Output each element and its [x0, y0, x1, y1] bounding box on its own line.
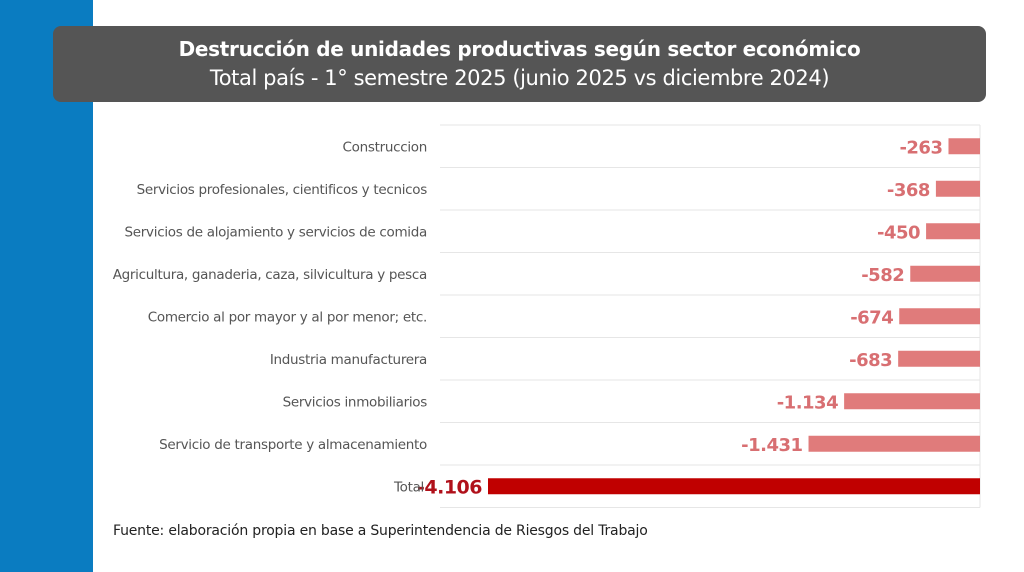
- category-label: Servicios profesionales, cientificos y t…: [137, 182, 428, 198]
- source-note: Fuente: elaboración propia en base a Sup…: [113, 523, 648, 539]
- chart-title: Destrucción de unidades productivas segú…: [178, 37, 861, 61]
- category-label: Industria manufacturera: [270, 352, 427, 368]
- bar: [844, 393, 980, 410]
- bar-total: [488, 478, 980, 495]
- data-label: -450: [877, 222, 920, 243]
- bar: [948, 138, 980, 155]
- labels: -263 Construccion -368 Servicios profesiona…: [113, 137, 943, 498]
- data-label: -582: [861, 265, 904, 286]
- data-label: -1.431: [741, 435, 802, 456]
- data-label: -1.134: [777, 392, 838, 413]
- chart-header: Destrucción de unidades productivas segú…: [53, 26, 986, 102]
- bar: [808, 435, 980, 452]
- category-label: Construccion: [343, 139, 428, 155]
- category-label: Total: [393, 479, 424, 495]
- data-label: -263: [899, 137, 942, 158]
- bars: [488, 138, 980, 495]
- data-label: -683: [849, 350, 892, 371]
- bar: [910, 265, 980, 282]
- data-label: -4.106: [417, 476, 482, 498]
- category-label: Servicios de alojamiento y servicios de …: [125, 224, 427, 240]
- category-label: Comercio al por mayor y al por menor; et…: [148, 309, 427, 325]
- data-label: -368: [887, 180, 930, 201]
- chart-subtitle: Total país - 1° semestre 2025 (junio 202…: [209, 66, 830, 90]
- bar: [926, 223, 980, 240]
- category-label: Agricultura, ganaderia, caza, silvicultu…: [113, 267, 427, 283]
- bar: [899, 308, 980, 325]
- data-label: -674: [850, 307, 893, 328]
- bar: [898, 350, 980, 367]
- category-label: Servicio de transporte y almacenamiento: [159, 437, 427, 453]
- category-label: Servicios inmobiliarios: [283, 394, 428, 410]
- bar: [935, 180, 980, 197]
